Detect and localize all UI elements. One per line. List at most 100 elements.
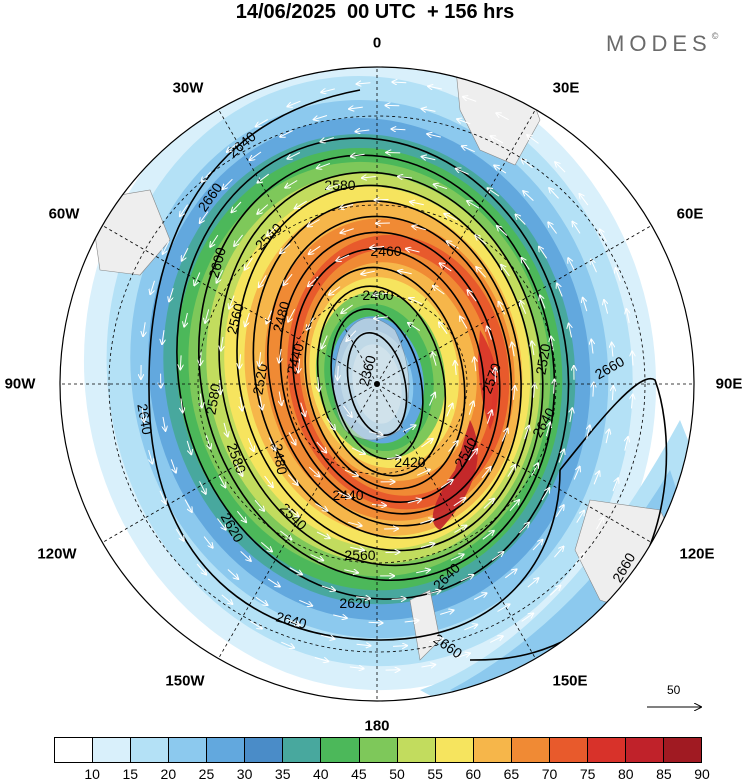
wind-arrow (318, 377, 319, 391)
wind-arrow (288, 432, 296, 444)
wind-arrow (457, 119, 471, 125)
colorbar-cell (93, 738, 132, 762)
wind-arrow (483, 499, 494, 509)
wind-arrow (558, 450, 564, 463)
wind-arrow (361, 271, 376, 274)
wind-arrow (287, 100, 301, 106)
contour-label: 2580 (324, 177, 355, 193)
wind-arrow (184, 312, 187, 327)
wind-arrow (600, 230, 607, 243)
wind-arrow (557, 284, 563, 297)
colorbar-cell (473, 738, 512, 762)
wind-arrow (348, 522, 362, 526)
meridian-line (376, 225, 652, 385)
colorbar-tick-label: 35 (274, 766, 291, 782)
colorbar-tick-label: 65 (503, 766, 520, 782)
colorbar-ticks: 10 15 20 25 30 35 40 45 50 55 60 65 70 75 80 85 90 (54, 766, 709, 782)
wind-arrow (440, 480, 453, 489)
meridian-line (376, 383, 536, 659)
wind-arrow (316, 531, 330, 538)
contour-label: 2440 (332, 487, 363, 503)
wind-arrow (254, 499, 264, 511)
wind-arrow (519, 523, 529, 534)
wind-arrow (267, 225, 278, 236)
wind-arrow (374, 317, 389, 319)
wind-arrow (499, 302, 506, 315)
wind-arrow (606, 429, 609, 444)
wind-arrow (398, 177, 412, 179)
wind-arrow (489, 636, 503, 643)
colorbar-cell (55, 738, 94, 762)
wind-arrow (473, 593, 487, 600)
colorbar-tick-label: 15 (122, 766, 139, 782)
wind-arrow (341, 304, 353, 313)
wind-arrow (234, 234, 243, 246)
wind-arrow (482, 531, 494, 540)
wind-arrow (522, 258, 530, 270)
wind-arrow (456, 653, 470, 659)
wind-arrow (409, 298, 423, 305)
wind-arrow (632, 352, 633, 366)
wind-arrow (279, 530, 291, 540)
wind-arrow (527, 135, 539, 144)
wind-arrow (300, 402, 306, 416)
longitude-label: 60E (676, 205, 704, 223)
wind-arrow (184, 499, 192, 512)
wind-arrow (539, 247, 548, 259)
longitude-label: 0 (372, 34, 382, 52)
wind-arrow (220, 379, 221, 394)
colorbar-tick-label: 40 (313, 766, 329, 782)
wind-arrow (338, 365, 339, 380)
wind-arrow (456, 169, 469, 175)
wind-arrow (616, 268, 621, 282)
colorbar-tick-label: 10 (84, 766, 100, 782)
wind-arrow (227, 569, 238, 580)
wind-arrow (285, 180, 298, 188)
longitude-label: 150W (165, 672, 205, 690)
wind-arrow (416, 570, 430, 573)
wind-arrow (201, 171, 212, 182)
wind-arrow (218, 474, 226, 487)
wind-arrow (554, 547, 563, 558)
wind-arrow (440, 610, 453, 615)
wind-arrow (355, 130, 370, 132)
wind-arrow (309, 245, 321, 254)
wind-arrow (410, 202, 424, 205)
contour-label: 2360 (355, 353, 379, 387)
wind-arrow (356, 597, 370, 599)
wind-arrow (258, 173, 270, 182)
wind-arrow (321, 585, 335, 590)
wind-arrow (612, 478, 618, 492)
contour-label: 2560 (344, 547, 375, 563)
wind-arrow (549, 586, 560, 596)
wind-arrow (308, 466, 319, 476)
graticule (60, 67, 694, 701)
wind-arrow (250, 151, 262, 160)
longitude-label: 30E (552, 79, 580, 97)
wind-arrow (593, 383, 594, 397)
longitude-label: 90E (715, 375, 743, 393)
wind-arrow (159, 490, 166, 504)
colorbar-tick-label: 85 (656, 766, 672, 782)
wind-arrow (259, 275, 267, 287)
colorbar-cell (587, 738, 626, 762)
colorbar-tick-label: 50 (389, 766, 405, 782)
wind-arrow (336, 254, 350, 261)
colorbar-tick-label: 20 (160, 766, 177, 782)
wind-arrow (439, 322, 448, 335)
map-title: 14/06/2025 00 UTC + 156 hrs (235, 1, 515, 23)
wind-arrow (279, 348, 281, 363)
wind-arrow (199, 481, 206, 494)
wind-arrow (524, 426, 530, 440)
wind-arrow (327, 183, 341, 189)
wind-arrow (279, 391, 281, 406)
wind-arrow (509, 500, 519, 512)
longitude-label: 60W (48, 205, 80, 223)
wind-arrow (344, 570, 358, 573)
meridian-line (376, 109, 536, 385)
meridian-line (376, 383, 652, 543)
wind-arrow (534, 384, 535, 398)
meridian-line (102, 225, 378, 385)
wind-arrow (554, 380, 555, 394)
wind-arrow (295, 200, 307, 208)
